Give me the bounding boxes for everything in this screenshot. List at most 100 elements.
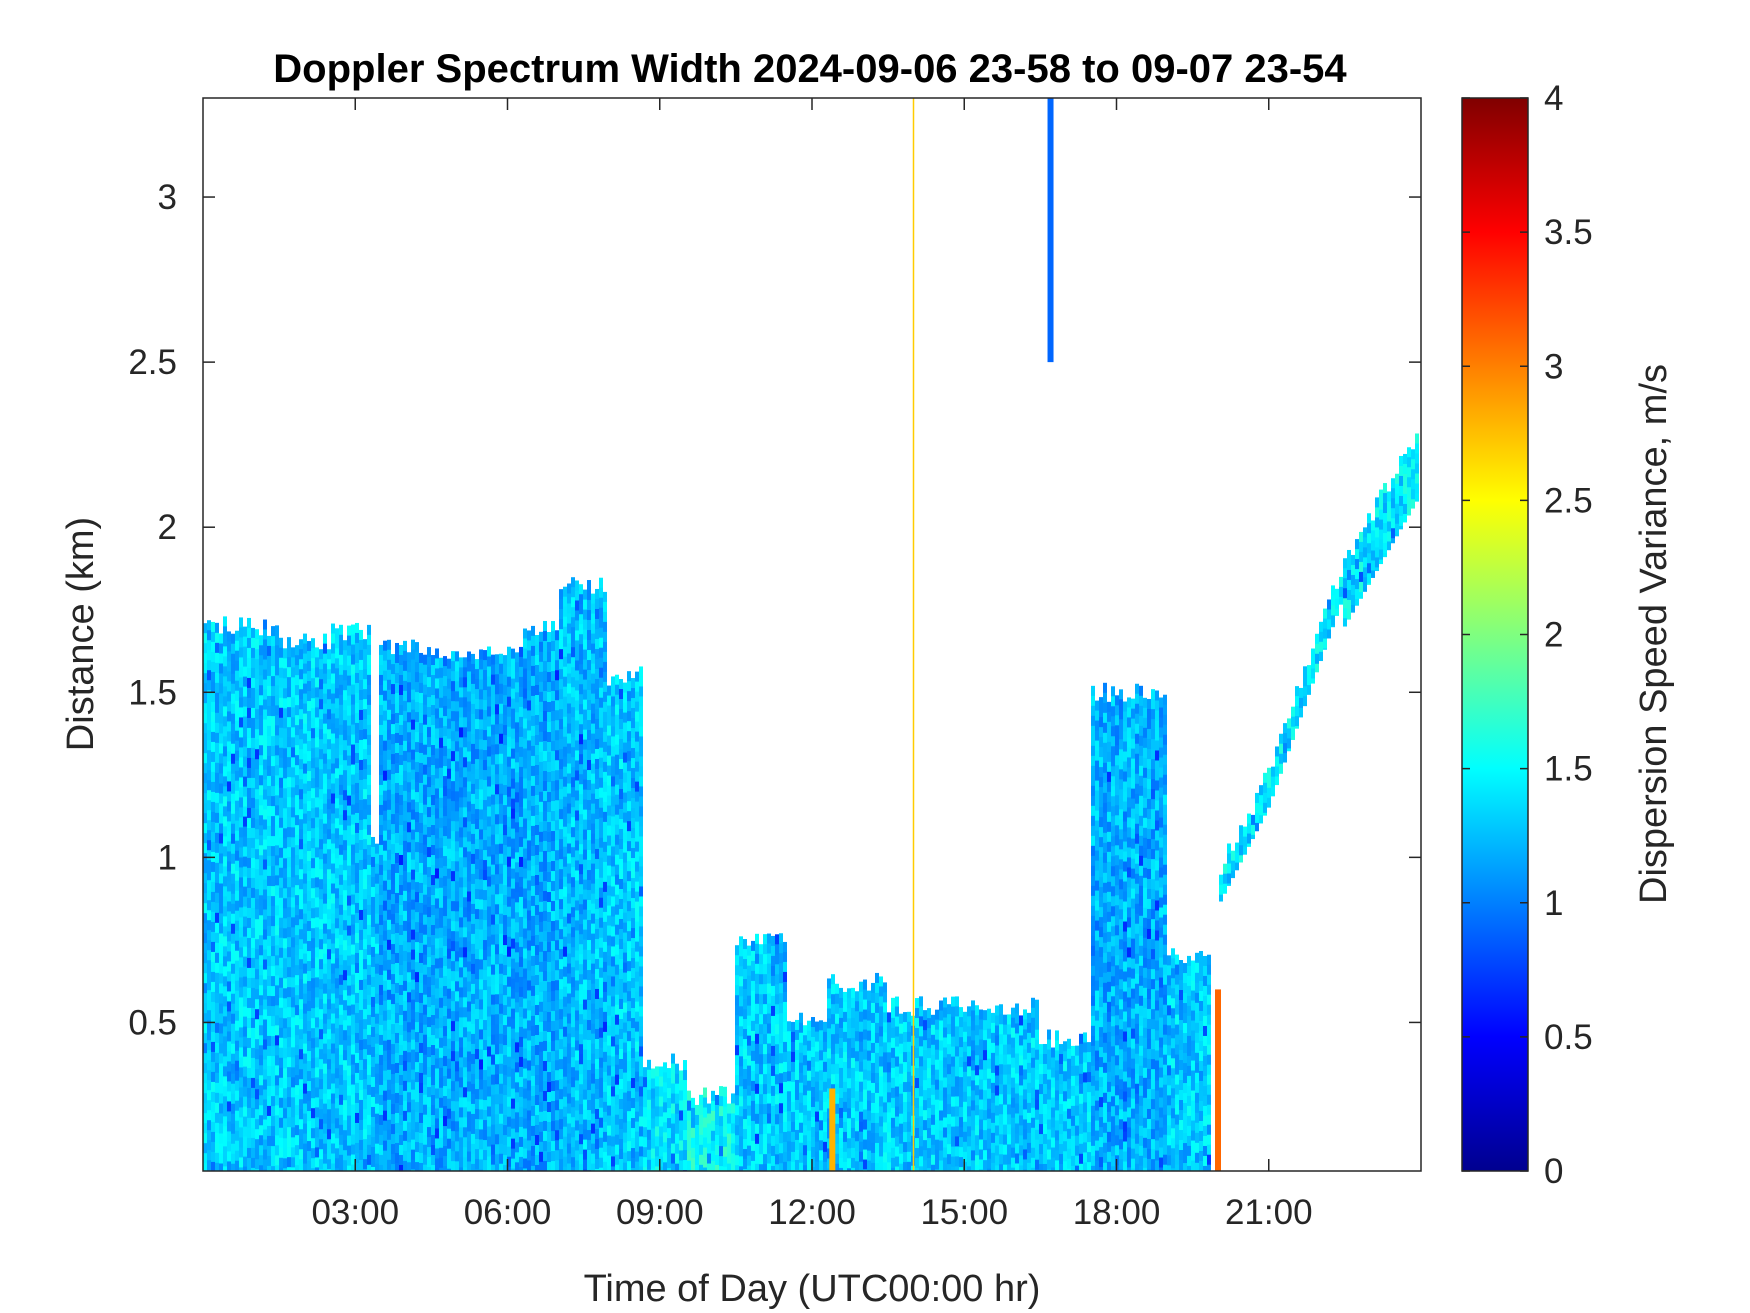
heatmap-cell: [363, 839, 367, 850]
heatmap-cell: [251, 907, 255, 919]
heatmap-cell: [519, 796, 523, 808]
heatmap-cell: [495, 1044, 499, 1055]
heatmap-cell: [239, 697, 243, 708]
heatmap-cell: [483, 850, 487, 861]
heatmap-cell: [279, 867, 283, 879]
heatmap-cell: [415, 652, 419, 663]
heatmap-cell: [451, 981, 455, 992]
heatmap-cell: [543, 1150, 547, 1162]
heatmap-cell: [339, 754, 343, 766]
heatmap-cell: [431, 995, 435, 1006]
heatmap-cell: [447, 918, 451, 930]
heatmap-cell: [575, 750, 579, 761]
heatmap-cell: [247, 957, 251, 969]
heatmap-cell: [323, 1103, 327, 1115]
heatmap-cell: [283, 818, 287, 829]
heatmap-cell: [367, 1134, 371, 1146]
heatmap-cell: [331, 863, 335, 875]
heatmap-cell: [223, 876, 227, 887]
heatmap-cell: [319, 1149, 323, 1160]
heatmap-cell: [315, 677, 319, 688]
heatmap-cell: [283, 768, 287, 779]
heatmap-cell: [491, 664, 495, 676]
heatmap-cell: [539, 1091, 543, 1103]
heatmap-cell: [547, 842, 551, 853]
heatmap-cell: [347, 635, 351, 647]
heatmap-cell: [367, 984, 371, 996]
heatmap-cell: [423, 664, 427, 676]
heatmap-cell: [535, 975, 539, 986]
heatmap-cell: [575, 610, 579, 621]
heatmap-cell: [399, 934, 403, 946]
heatmap-cell: [427, 1117, 431, 1128]
heatmap-cell: [211, 961, 215, 973]
heatmap-cell: [543, 990, 547, 1002]
heatmap-cell: [475, 1059, 479, 1070]
heatmap-cell: [391, 794, 395, 805]
heatmap-cell: [459, 1087, 463, 1098]
heatmap-cell: [475, 779, 479, 790]
heatmap-cell: [487, 646, 491, 658]
heatmap-cell: [291, 1127, 295, 1138]
heatmap-cell: [327, 679, 331, 690]
heatmap-cell: [331, 793, 335, 805]
heatmap-cell: [223, 686, 227, 697]
heatmap-cell: [567, 733, 571, 745]
heatmap-cell: [335, 648, 339, 659]
heatmap-cell: [399, 1164, 403, 1172]
heatmap-cell: [251, 857, 255, 869]
heatmap-cell: [251, 927, 255, 939]
heatmap-cell: [387, 749, 391, 761]
heatmap-cell: [203, 1113, 207, 1124]
heatmap-cell: [523, 668, 527, 679]
heatmap-cell: [275, 755, 279, 766]
heatmap-cell: [575, 720, 579, 731]
heatmap-cell: [471, 913, 475, 925]
heatmap-cell: [479, 849, 483, 860]
heatmap-cell: [555, 1010, 559, 1021]
heatmap-cell: [359, 959, 363, 971]
heatmap-cell: [419, 1082, 423, 1094]
heatmap-cell: [323, 703, 327, 715]
heatmap-cell: [543, 930, 547, 942]
heatmap-cell: [295, 965, 299, 976]
heatmap-cell: [323, 923, 327, 935]
heatmap-cell: [531, 835, 535, 847]
heatmap-cell: [515, 942, 519, 953]
heatmap-cell: [487, 916, 491, 928]
heatmap-cell: [291, 1037, 295, 1048]
heatmap-cell: [499, 683, 503, 695]
heatmap-cell: [287, 877, 291, 888]
heatmap-cell: [551, 1141, 555, 1152]
heatmap-cell: [407, 662, 411, 673]
heatmap-cell: [419, 722, 423, 734]
heatmap-cell: [271, 706, 275, 717]
heatmap-cell: [515, 722, 519, 733]
heatmap-cell: [555, 700, 559, 711]
heatmap-cell: [563, 656, 567, 668]
heatmap-cell: [435, 1138, 439, 1149]
heatmap-cell: [539, 1161, 543, 1172]
heatmap-cell: [479, 999, 483, 1010]
heatmap-cell: [495, 734, 499, 745]
heatmap-cell: [563, 776, 567, 788]
heatmap-cell: [411, 679, 415, 691]
heatmap-cell: [271, 886, 275, 897]
heatmap-cell: [543, 720, 547, 732]
heatmap-cell: [251, 837, 255, 849]
heatmap-cell: [395, 662, 399, 674]
heatmap-cell: [283, 898, 287, 909]
heatmap-cell: [351, 1044, 355, 1056]
heatmap-cell: [307, 941, 311, 952]
heatmap-cell: [523, 1098, 527, 1109]
heatmap-cell: [451, 851, 455, 862]
heatmap-cell: [363, 919, 367, 930]
heatmap-cell: [351, 954, 355, 966]
heatmap-cell: [271, 676, 275, 687]
heatmap-cell: [259, 1075, 263, 1086]
heatmap-cell: [391, 874, 395, 885]
heatmap-cell: [239, 1017, 243, 1028]
heatmap-cell: [403, 1110, 407, 1122]
heatmap-cell: [479, 729, 483, 740]
heatmap-cell: [407, 1032, 411, 1043]
